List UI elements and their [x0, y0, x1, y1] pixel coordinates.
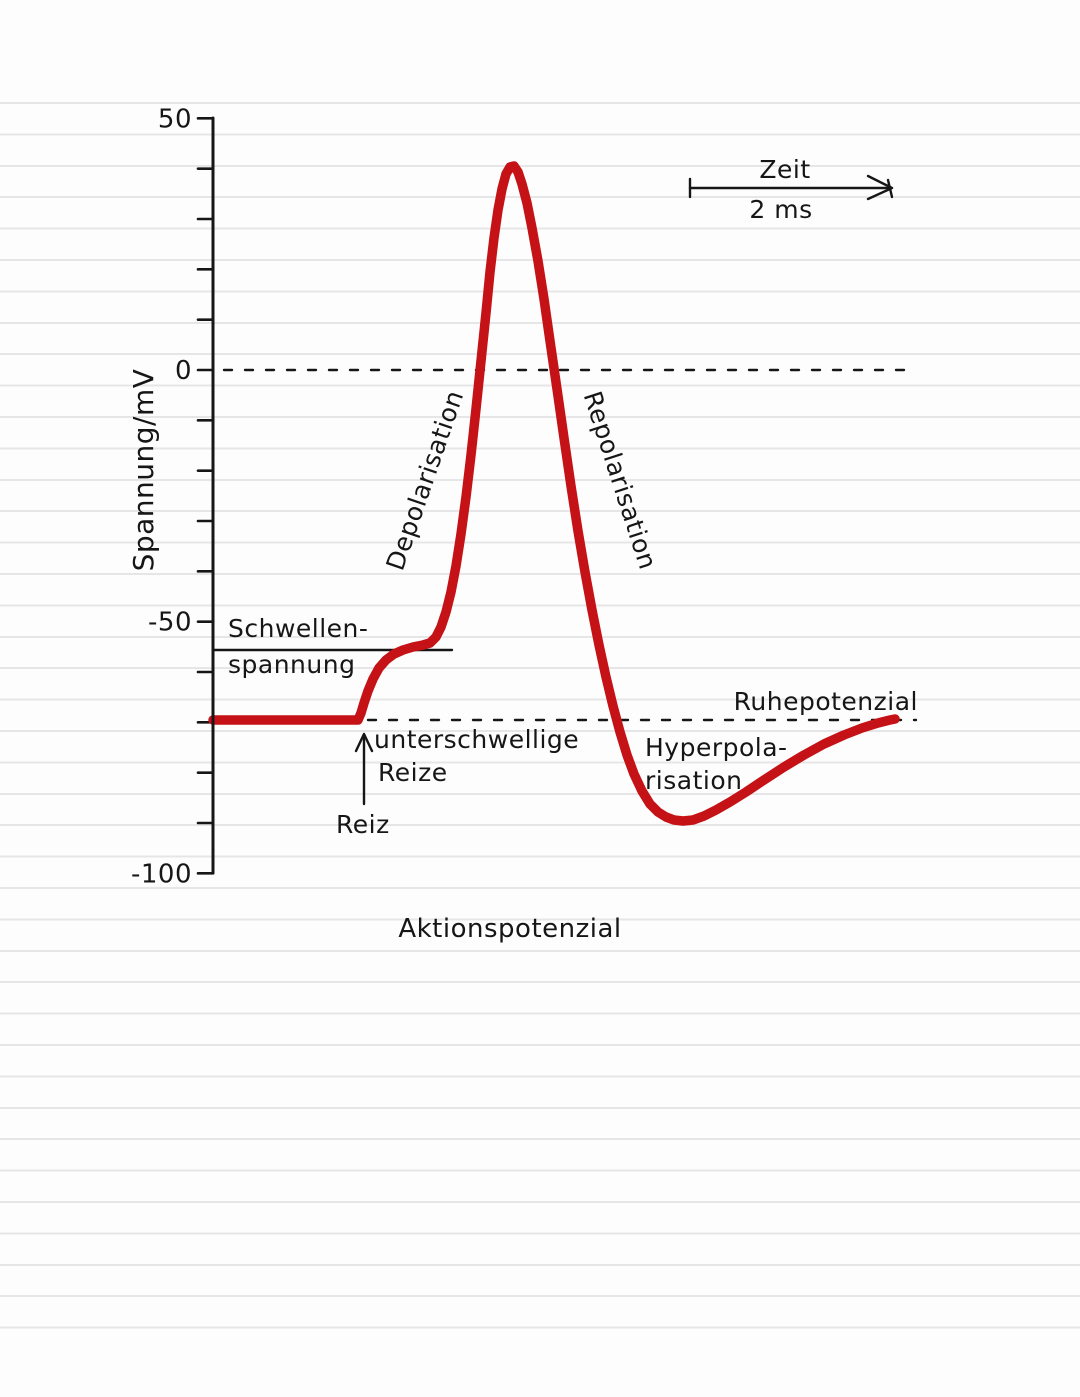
y-tick-label: 0: [175, 356, 192, 386]
scale-bar-value: 2 ms: [749, 195, 812, 224]
repolarisation-label: Repolarisation: [578, 388, 663, 573]
hyperpolarisation-label-line2: risation: [645, 766, 742, 795]
scale-bar-label: Zeit: [759, 155, 810, 184]
stimulus-label: Reiz: [336, 810, 390, 839]
y-tick-label: -50: [148, 608, 192, 638]
subthreshold-label-line2: Reize: [378, 758, 448, 787]
action-potential-curve: [208, 161, 900, 826]
threshold-label-line2: spannung: [228, 650, 355, 679]
threshold-label-line1: Schwellen-: [228, 614, 368, 643]
arrow-up-icon: [354, 732, 374, 753]
y-tick-label: -100: [131, 859, 192, 889]
y-tick-label: 50: [158, 104, 192, 134]
stimulus-arrow: [354, 732, 374, 806]
y-axis-label: Spannung/mV: [127, 369, 160, 572]
plot-dynamic-layer: 50 0 -50 -100: [131, 104, 918, 889]
chart-title: Aktionspotenzial: [398, 914, 621, 944]
subthreshold-label-line1: unterschwellige: [374, 725, 579, 754]
arrow-right-icon: [866, 174, 894, 201]
ruled-paper-lines: [0, 102, 1080, 1330]
hyperpolarisation-label-line1: Hyperpola-: [645, 733, 788, 762]
time-scale-bar: [688, 174, 894, 201]
resting-potential-label: Ruhepotenzial: [734, 687, 918, 716]
